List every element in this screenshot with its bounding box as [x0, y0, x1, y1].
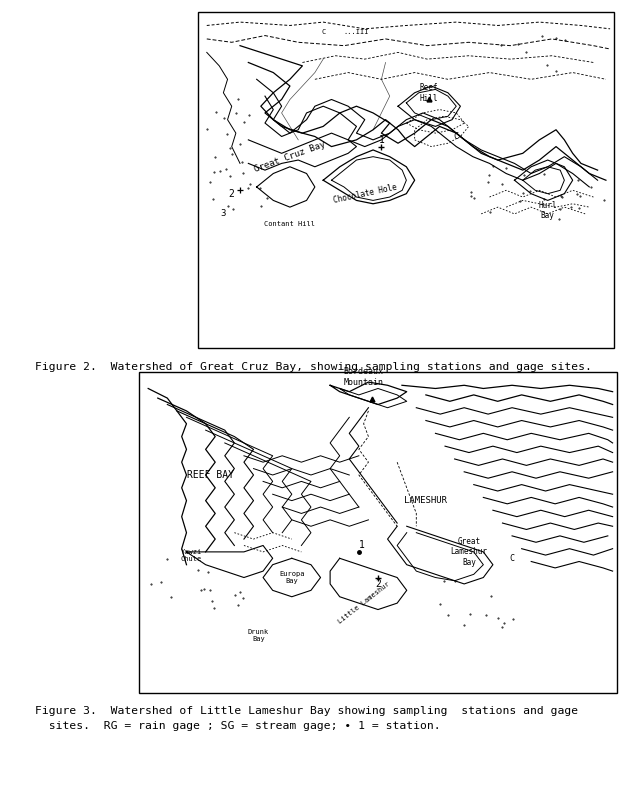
Text: Great
Lameshur
Bay: Great Lameshur Bay	[450, 537, 488, 567]
Text: Bordeaux
Mountain: Bordeaux Mountain	[343, 368, 384, 387]
Text: Hurl
Bay: Hurl Bay	[539, 201, 557, 220]
Text: sites.  RG = rain gage ; SG = stream gage; • 1 = station.: sites. RG = rain gage ; SG = stream gage…	[35, 721, 440, 731]
Text: Europa
Bay: Europa Bay	[279, 571, 304, 584]
Text: C: C	[510, 553, 515, 563]
Text: Chocolate Hole: Chocolate Hole	[332, 183, 398, 205]
Text: 3: 3	[220, 209, 226, 219]
Text: C: C	[321, 29, 325, 35]
Text: Figure 2.  Watershed of Great Cruz Bay, showing sampling stations and gage sites: Figure 2. Watershed of Great Cruz Bay, s…	[35, 362, 592, 372]
Text: C: C	[454, 132, 459, 141]
Text: Contant Hill: Contant Hill	[265, 221, 316, 227]
Text: Drunk
Bay: Drunk Bay	[248, 629, 269, 642]
Bar	[139, 372, 617, 693]
Text: ...III: ...III	[344, 29, 369, 35]
Text: LAMESHUR: LAMESHUR	[404, 496, 447, 505]
Text: Little Lameshur: Little Lameshur	[336, 582, 391, 625]
Text: 1: 1	[379, 135, 384, 145]
Text: Yawzi
Chute: Yawzi Chute	[181, 549, 202, 562]
Bar	[198, 12, 614, 348]
Text: REEF BAY: REEF BAY	[187, 470, 234, 480]
Text: Great Cruz Bay: Great Cruz Bay	[253, 139, 327, 174]
Text: 2: 2	[375, 579, 381, 589]
Text: Figure 3.  Watershed of Little Lameshur Bay showing sampling  stations and gage: Figure 3. Watershed of Little Lameshur B…	[35, 706, 578, 716]
Text: 2: 2	[229, 189, 234, 199]
Text: Reef
Hill: Reef Hill	[420, 83, 438, 103]
Text: 1: 1	[359, 541, 365, 550]
